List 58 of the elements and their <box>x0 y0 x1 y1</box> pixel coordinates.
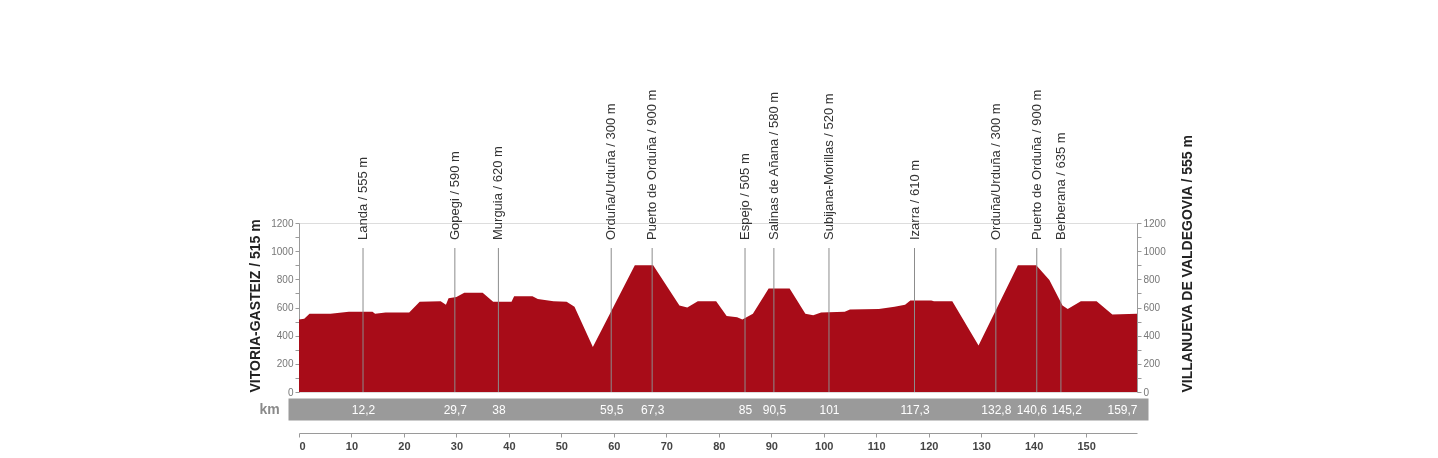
y-tick-label: 600 <box>276 302 294 313</box>
ref-line-label: Berberana / 635 m <box>1052 132 1068 240</box>
ref-line-label: Puerto de Orduña / 900 m <box>644 89 660 240</box>
y-tick-label: 1200 <box>271 217 294 229</box>
x2-tick-label: 29,7 <box>443 402 468 417</box>
x2-tick-label: 85 <box>738 402 753 417</box>
y2-tick-label: 1200 <box>1143 217 1167 229</box>
x-tick-label: 80 <box>713 439 726 452</box>
x2-tick-label: 117,3 <box>900 402 930 417</box>
y-tick-label: 800 <box>276 273 294 285</box>
ref-line-label: Subijana-Morillas / 520 m <box>820 93 836 240</box>
ref-line-label: Landa / 555 m <box>355 156 371 240</box>
ref-line-label: Salinas de Añana / 580 m <box>765 91 781 240</box>
x-tick-label: 70 <box>660 439 673 452</box>
ref-line-label: Murguia / 620 m <box>490 146 506 240</box>
x2-tick-label: 59,5 <box>600 402 624 417</box>
x2-tick-label: 90,5 <box>762 402 787 417</box>
y2-tick-label: 600 <box>1143 302 1161 313</box>
x2-tick-label: 140,6 <box>1016 402 1048 417</box>
x-tick-label: 110 <box>867 439 886 452</box>
y2-tick-label: 1000 <box>1143 245 1167 257</box>
x-tick-label: 30 <box>450 439 464 452</box>
x-tick-label: 150 <box>1077 439 1096 452</box>
ref-line-label: Orduña/Urduña / 300 m <box>603 103 619 240</box>
x-tick-label: 100 <box>815 439 834 452</box>
x2-axis-title: km <box>259 400 280 417</box>
x-tick-label: 130 <box>972 439 991 452</box>
y2-tick-label: 400 <box>1143 330 1161 342</box>
y2-tick-label: 200 <box>1143 358 1161 370</box>
ref-line-label: Gopegi / 590 m <box>446 151 462 240</box>
y2-tick-label: 800 <box>1143 273 1161 285</box>
x2-tick-label: 67,3 <box>640 402 665 417</box>
x-tick-label: 0 <box>299 439 306 452</box>
y-tick-label: 0 <box>287 386 294 398</box>
x-tick-label: 50 <box>555 439 568 452</box>
x-tick-label: 20 <box>398 439 411 452</box>
y-tick-label: 200 <box>276 358 294 370</box>
x-tick-label: 120 <box>920 439 939 452</box>
x2-tick-label: 38 <box>492 402 506 417</box>
ref-line-label: Orduña/Urduña / 300 m <box>987 103 1003 240</box>
y-tick-label: 400 <box>276 330 294 342</box>
x-tick-label: 90 <box>765 439 778 452</box>
y-axis-title: VITORIA-GASTEIZ / 515 m <box>246 219 263 393</box>
x2-tick-label: 159,7 <box>1107 402 1138 417</box>
x-tick-label: 60 <box>608 439 621 452</box>
ref-line-label: Puerto de Orduña / 900 m <box>1028 89 1044 240</box>
y2-tick-label: 0 <box>1143 386 1150 398</box>
y2-axis-title: VILLANUEVA DE VALDEGOVIA / 555 m <box>1178 135 1195 393</box>
ref-line-label: Izarra / 610 m <box>906 159 922 240</box>
x2-tick-label: 145,2 <box>1051 402 1083 417</box>
x2-tick-label: 101 <box>819 402 840 417</box>
x-tick-label: 10 <box>345 439 359 452</box>
x2-tick-label: 12,2 <box>351 402 376 417</box>
y-tick-label: 1000 <box>271 245 294 257</box>
ref-line-label: Espejo / 505 m <box>737 153 753 240</box>
x2-tick-label: 132,8 <box>981 402 1012 417</box>
x-tick-label: 140 <box>1024 439 1044 452</box>
x-tick-label: 40 <box>503 439 516 452</box>
